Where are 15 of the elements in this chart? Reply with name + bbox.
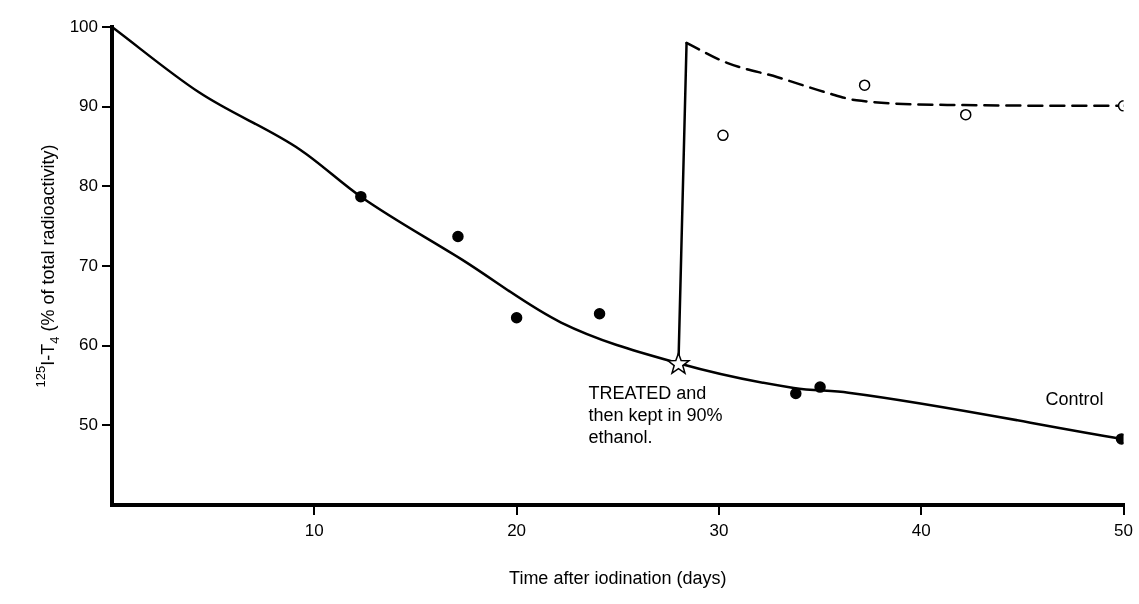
y-axis-title: 125I-T4 (% of total radioactivity)	[33, 144, 62, 388]
y-tick-label: 60	[79, 335, 98, 355]
x-tick-label: 20	[507, 520, 527, 540]
y-tick-label: 80	[79, 176, 98, 196]
y-tick-label: 50	[79, 415, 98, 435]
y-tick-label: 70	[79, 255, 98, 275]
x-axis-title: Time after iodination (days)	[509, 568, 727, 589]
series-label: Control	[1045, 388, 1104, 409]
x-tick-label: 10	[304, 520, 324, 540]
y-tick-label: 90	[79, 96, 98, 116]
x-tick-label: 40	[911, 520, 931, 540]
annotation: TREATED and then kept in 90% ethanol.	[588, 383, 723, 448]
x-tick-label: 30	[709, 520, 729, 540]
y-tick-label: 100	[69, 16, 98, 36]
x-tick-label: 50	[1114, 520, 1134, 540]
